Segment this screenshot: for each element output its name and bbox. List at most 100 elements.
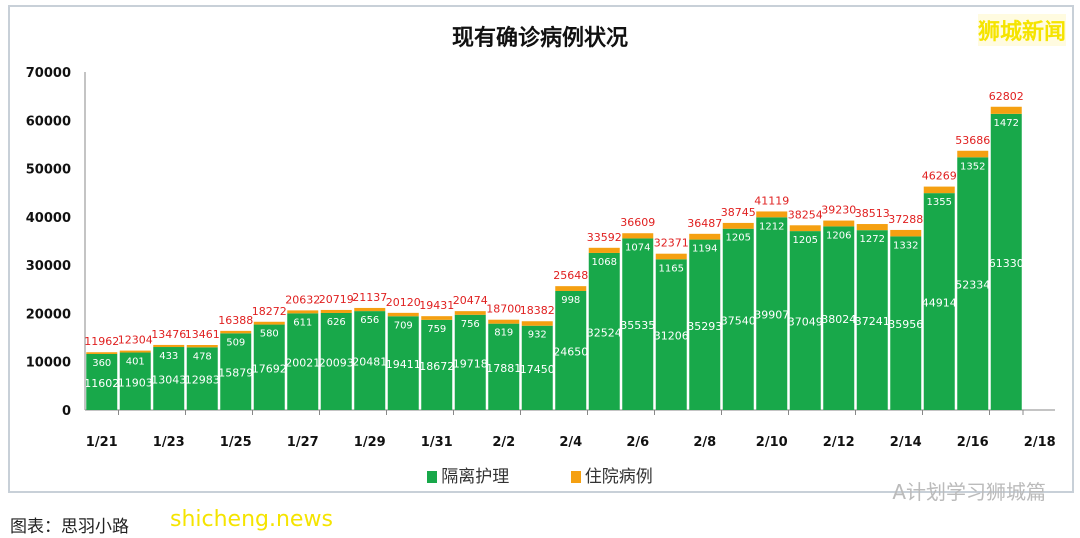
data-label-total: 39230 bbox=[821, 204, 856, 217]
watermark: A计划学习狮城篇 bbox=[892, 480, 1046, 504]
legend-label: 住院病例 bbox=[584, 467, 653, 487]
data-label-isolation: 19718 bbox=[453, 357, 488, 370]
legend-swatch bbox=[427, 471, 438, 483]
legend: 隔离护理 住院病例 bbox=[0, 462, 1080, 487]
data-label-isolation: 24650 bbox=[553, 345, 588, 358]
data-label-hospital: 1272 bbox=[860, 234, 885, 245]
data-label-hospital: 360 bbox=[92, 358, 111, 369]
data-label-total: 62802 bbox=[989, 90, 1024, 103]
data-label-hospital: 756 bbox=[461, 319, 480, 330]
data-label-hospital: 709 bbox=[394, 320, 413, 331]
data-label-hospital: 1472 bbox=[994, 118, 1019, 129]
bar-hospital bbox=[86, 352, 118, 354]
data-label-hospital: 1352 bbox=[960, 161, 985, 172]
data-label-hospital: 759 bbox=[427, 324, 446, 335]
bar-isolation bbox=[622, 238, 654, 410]
bar-hospital bbox=[153, 344, 185, 348]
bar-hospital bbox=[421, 316, 453, 320]
data-label-isolation: 44914 bbox=[922, 297, 957, 310]
bar-hospital bbox=[488, 319, 520, 324]
data-label-total: 13461 bbox=[185, 328, 220, 341]
data-label-hospital: 580 bbox=[260, 329, 279, 340]
y-tick-label: 30000 bbox=[26, 259, 71, 274]
bar-hospital bbox=[789, 225, 821, 232]
data-label-isolation: 35293 bbox=[687, 320, 722, 333]
data-label-hospital: 401 bbox=[126, 357, 145, 368]
data-label-total: 12304 bbox=[118, 334, 153, 347]
data-label-total: 36609 bbox=[620, 216, 655, 229]
data-label-hospital: 1205 bbox=[793, 235, 818, 246]
site-watermark: shicheng.news bbox=[170, 507, 333, 532]
y-tick-label: 60000 bbox=[26, 114, 71, 129]
data-label-hospital: 1074 bbox=[625, 242, 650, 253]
data-label-isolation: 12983 bbox=[185, 374, 220, 387]
bar-isolation bbox=[689, 239, 721, 410]
data-label-total: 20474 bbox=[453, 294, 488, 307]
data-label-total: 25648 bbox=[553, 269, 588, 282]
x-tick-label: 2/6 bbox=[626, 435, 649, 450]
data-label-total: 18272 bbox=[252, 305, 287, 318]
data-label-isolation: 37241 bbox=[855, 315, 890, 328]
data-label-isolation: 11602 bbox=[84, 377, 119, 390]
data-label-total: 11962 bbox=[84, 335, 119, 348]
bar-hospital bbox=[220, 330, 252, 334]
bar-isolation bbox=[220, 333, 252, 410]
bar-hospital bbox=[655, 253, 687, 260]
data-label-hospital: 1068 bbox=[592, 257, 617, 268]
data-label-total: 37288 bbox=[888, 213, 923, 226]
data-label-total: 13476 bbox=[151, 328, 186, 341]
data-label-total: 41119 bbox=[754, 194, 789, 207]
data-label-hospital: 509 bbox=[226, 337, 245, 348]
x-tick-label: 2/2 bbox=[492, 435, 515, 450]
data-label-hospital: 1165 bbox=[659, 263, 684, 274]
x-tick-label: 1/21 bbox=[86, 435, 118, 450]
bar-isolation bbox=[756, 217, 788, 410]
data-label-total: 38745 bbox=[721, 206, 756, 219]
legend-label: 隔离护理 bbox=[441, 467, 510, 487]
data-label-isolation: 35956 bbox=[888, 318, 923, 331]
data-label-isolation: 52334 bbox=[955, 279, 990, 292]
x-tick-label: 2/8 bbox=[693, 435, 716, 450]
y-tick-label: 20000 bbox=[26, 307, 71, 322]
data-label-total: 20120 bbox=[386, 296, 421, 309]
data-label-hospital: 932 bbox=[528, 330, 547, 341]
bar-isolation bbox=[253, 324, 285, 410]
data-label-total: 16388 bbox=[218, 314, 253, 327]
bar-isolation bbox=[387, 316, 419, 410]
bar-hospital bbox=[555, 286, 587, 291]
x-tick-label: 1/25 bbox=[220, 435, 252, 450]
x-tick-label: 2/10 bbox=[756, 435, 788, 450]
x-tick-label: 2/14 bbox=[890, 435, 922, 450]
bar-isolation bbox=[555, 290, 587, 410]
data-label-hospital: 1206 bbox=[826, 230, 851, 241]
data-label-isolation: 31206 bbox=[654, 330, 689, 343]
data-label-hospital: 478 bbox=[193, 351, 212, 362]
x-tick-label: 2/12 bbox=[823, 435, 855, 450]
bar-isolation bbox=[421, 319, 453, 410]
data-label-isolation: 61330 bbox=[989, 257, 1024, 270]
data-label-isolation: 38024 bbox=[821, 313, 856, 326]
data-label-total: 32371 bbox=[654, 237, 689, 250]
data-label-total: 18700 bbox=[486, 303, 521, 316]
data-label-hospital: 611 bbox=[293, 317, 312, 328]
bar-isolation bbox=[655, 259, 687, 410]
data-label-total: 19431 bbox=[419, 299, 454, 312]
data-label-isolation: 37049 bbox=[788, 316, 823, 329]
bar-isolation bbox=[287, 313, 319, 410]
data-label-isolation: 17692 bbox=[252, 362, 287, 375]
data-label-total: 20632 bbox=[285, 293, 320, 306]
y-tick-label: 10000 bbox=[26, 356, 71, 371]
x-tick-label: 1/29 bbox=[354, 435, 386, 450]
bar-hospital bbox=[890, 229, 922, 237]
bar-isolation bbox=[153, 347, 185, 410]
bar-isolation bbox=[521, 325, 553, 410]
bar-hospital bbox=[823, 220, 855, 227]
data-label-isolation: 37540 bbox=[721, 314, 756, 327]
data-label-hospital: 1332 bbox=[893, 240, 918, 251]
bar-isolation bbox=[86, 353, 118, 410]
bar-hospital bbox=[119, 350, 151, 353]
bar-hospital bbox=[957, 150, 989, 158]
bar-isolation bbox=[923, 193, 955, 410]
data-label-total: 38254 bbox=[788, 208, 823, 221]
y-tick-label: 70000 bbox=[26, 66, 71, 81]
